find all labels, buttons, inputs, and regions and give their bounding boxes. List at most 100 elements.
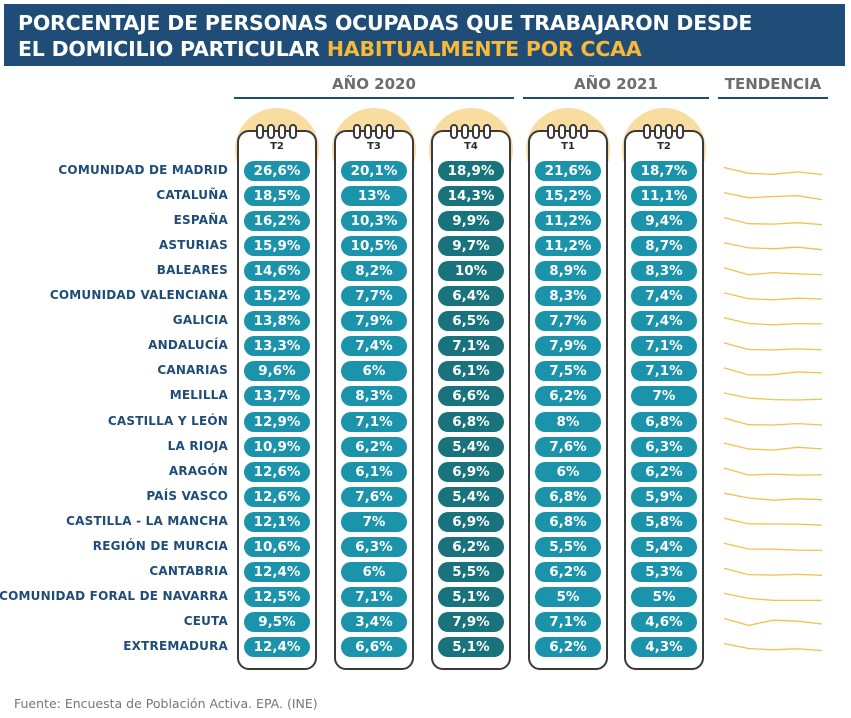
- trend-line: [723, 392, 823, 401]
- value-pill: 6,8%: [535, 511, 601, 532]
- value-pill: 9,4%: [631, 211, 697, 232]
- value-pill: 5,3%: [631, 561, 697, 582]
- calendar-rings-icon: [256, 124, 297, 140]
- value-pill: 7,9%: [341, 311, 407, 332]
- trend-line: [723, 216, 823, 226]
- value-pill: 6,2%: [535, 561, 601, 582]
- trend-line: [723, 417, 823, 426]
- trend-divider: [718, 97, 828, 99]
- value-pill: 7,7%: [535, 311, 601, 332]
- region-label: COMUNIDAD FORAL DE NAVARRA: [0, 588, 228, 603]
- trend-line: [723, 166, 823, 176]
- value-pill: 7%: [631, 386, 697, 407]
- value-pill: 8,3%: [341, 386, 407, 407]
- value-pill: 5,1%: [438, 586, 504, 607]
- value-pill: 8%: [535, 411, 601, 432]
- value-pill: 6,3%: [341, 536, 407, 557]
- value-pill: 6,4%: [438, 286, 504, 307]
- region-label: GALICIA: [172, 313, 228, 328]
- trend-line: [723, 242, 823, 251]
- trend-line: [723, 492, 823, 501]
- region-label: CANARIAS: [157, 363, 228, 378]
- value-pill: 4,3%: [631, 636, 697, 657]
- region-label: COMUNIDAD VALENCIANA: [49, 288, 228, 303]
- region-label: PAÍS VASCO: [146, 488, 228, 503]
- value-pill: 12,1%: [244, 511, 310, 532]
- value-pill: 9,6%: [244, 361, 310, 382]
- column-header-3: T1: [561, 141, 575, 152]
- region-label: CANTABRIA: [149, 563, 228, 578]
- value-pill: 5%: [631, 586, 697, 607]
- value-pill: 18,5%: [244, 186, 310, 207]
- value-pill: 6,9%: [438, 461, 504, 482]
- value-pill: 6,8%: [535, 486, 601, 507]
- value-pill: 12,4%: [244, 636, 310, 657]
- value-pill: 7,1%: [341, 586, 407, 607]
- value-pill: 6,2%: [341, 436, 407, 457]
- value-pill: 6,1%: [438, 361, 504, 382]
- value-pill: 9,9%: [438, 211, 504, 232]
- value-pill: 9,7%: [438, 236, 504, 257]
- title-highlight: HABITUALMENTE POR CCAA: [326, 37, 642, 61]
- source-note: Fuente: Encuesta de Población Activa. EP…: [14, 696, 318, 711]
- region-label: ESPAÑA: [173, 213, 228, 228]
- region-label: EXTREMADURA: [123, 638, 228, 653]
- value-pill: 7,4%: [341, 336, 407, 357]
- value-pill: 7,9%: [438, 611, 504, 632]
- value-pill: 10,9%: [244, 436, 310, 457]
- region-label: ANDALUCÍA: [148, 338, 228, 353]
- value-pill: 13,7%: [244, 386, 310, 407]
- region-label: MELILLA: [169, 388, 228, 403]
- value-pill: 6%: [341, 361, 407, 382]
- value-pill: 10,5%: [341, 236, 407, 257]
- calendar-rings-icon: [547, 124, 588, 140]
- title-line-2-text: EL DOMICILIO PARTICULAR: [18, 37, 327, 61]
- value-pill: 6,8%: [438, 411, 504, 432]
- trend-line: [723, 592, 822, 602]
- value-pill: 5,8%: [631, 511, 697, 532]
- trend-line: [723, 642, 823, 652]
- trend-line: [723, 191, 823, 201]
- value-pill: 5,1%: [438, 636, 504, 657]
- value-pill: 6%: [535, 461, 601, 482]
- calendar-rings-icon: [643, 124, 684, 140]
- value-pill: 15,9%: [244, 236, 310, 257]
- value-pill: 18,9%: [438, 161, 504, 181]
- value-pill: 6,5%: [438, 311, 504, 332]
- region-label: ASTURIAS: [158, 238, 228, 253]
- region-label: CATALUÑA: [156, 188, 228, 203]
- value-pill: 15,2%: [244, 286, 310, 307]
- trend-line: [723, 542, 823, 551]
- value-pill: 5,5%: [438, 561, 504, 582]
- trend-line: [723, 617, 823, 627]
- column-header-4: T2: [657, 141, 671, 152]
- value-pill: 10,3%: [341, 211, 407, 232]
- value-pill: 11,2%: [535, 236, 601, 257]
- column-header-2: T4: [464, 141, 478, 152]
- trend-line: [723, 567, 823, 576]
- value-pill: 8,3%: [535, 286, 601, 307]
- value-pill: 14,6%: [244, 261, 310, 282]
- region-label: CASTILLA - LA MANCHA: [66, 513, 228, 528]
- region-label: CEUTA: [183, 613, 228, 628]
- calendar-rings-icon: [353, 124, 394, 140]
- value-pill: 6,6%: [438, 386, 504, 407]
- trend-line: [723, 467, 823, 476]
- value-pill: 13,8%: [244, 311, 310, 332]
- trend-line: [723, 292, 823, 301]
- trend-line: [723, 367, 823, 376]
- region-label: ARAGÓN: [168, 463, 228, 478]
- column-header-0: T2: [270, 141, 284, 152]
- trend-line: [723, 267, 823, 276]
- year-2020-divider: [234, 97, 514, 99]
- value-pill: 6,2%: [438, 536, 504, 557]
- title-line-1: PORCENTAJE DE PERSONAS OCUPADAS QUE TRAB…: [18, 11, 753, 35]
- trend-label: TENDENCIA: [724, 75, 822, 93]
- value-pill: 7,1%: [631, 336, 697, 357]
- year-2021-divider: [523, 97, 709, 99]
- value-pill: 6,8%: [631, 411, 697, 432]
- value-pill: 12,4%: [244, 561, 310, 582]
- value-pill: 12,5%: [244, 586, 310, 607]
- value-pill: 7,9%: [535, 336, 601, 357]
